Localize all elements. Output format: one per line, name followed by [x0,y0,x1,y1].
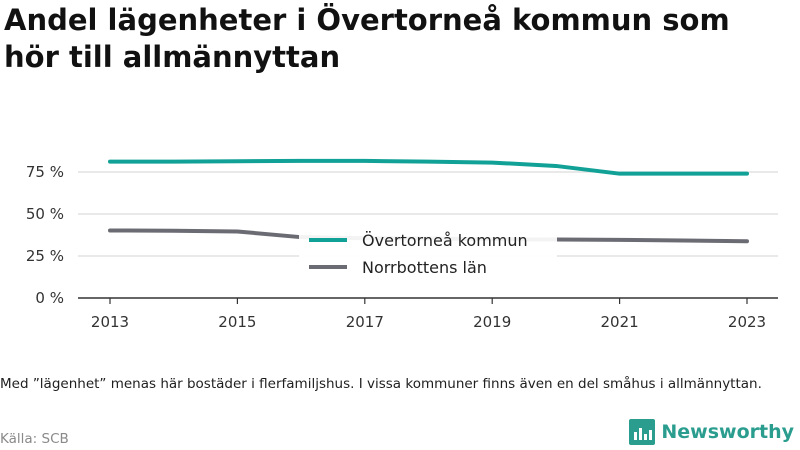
x-tick-label: 2015 [218,313,256,331]
x-tick-label: 2019 [473,313,511,331]
newsworthy-logo-icon [629,419,656,445]
y-tick-label: 0 % [35,289,64,307]
source-label: Källa: SCB [0,431,69,447]
y-axis-ticks: 0 % 25 % 50 % 75 % [26,163,64,307]
x-tick-label: 2021 [601,313,639,331]
legend-label: Övertorneå kommun [362,231,528,250]
brand-logo[interactable]: Newsworthy [629,419,794,445]
series-line-0 [108,158,749,176]
x-axis-ticks: 2013 2015 2017 2019 2021 2023 [91,298,766,331]
y-tick-label: 25 % [26,247,64,265]
y-tick-label: 75 % [26,163,64,181]
y-tick-label: 50 % [26,205,64,223]
chart-title: Andel lägenheter i Övertorneå kommun som… [4,3,730,74]
brand-name: Newsworthy [661,421,794,443]
legend-box [299,220,557,280]
x-tick-label: 2013 [91,313,129,331]
x-tick-label: 2023 [728,313,766,331]
legend-label: Norrbottens län [362,258,487,277]
chart-note: Med ”lägenhet” menas här bostäder i fler… [0,376,762,392]
legend: Övertorneå kommun Norrbottens län [299,220,557,280]
x-tick-label: 2017 [346,313,384,331]
